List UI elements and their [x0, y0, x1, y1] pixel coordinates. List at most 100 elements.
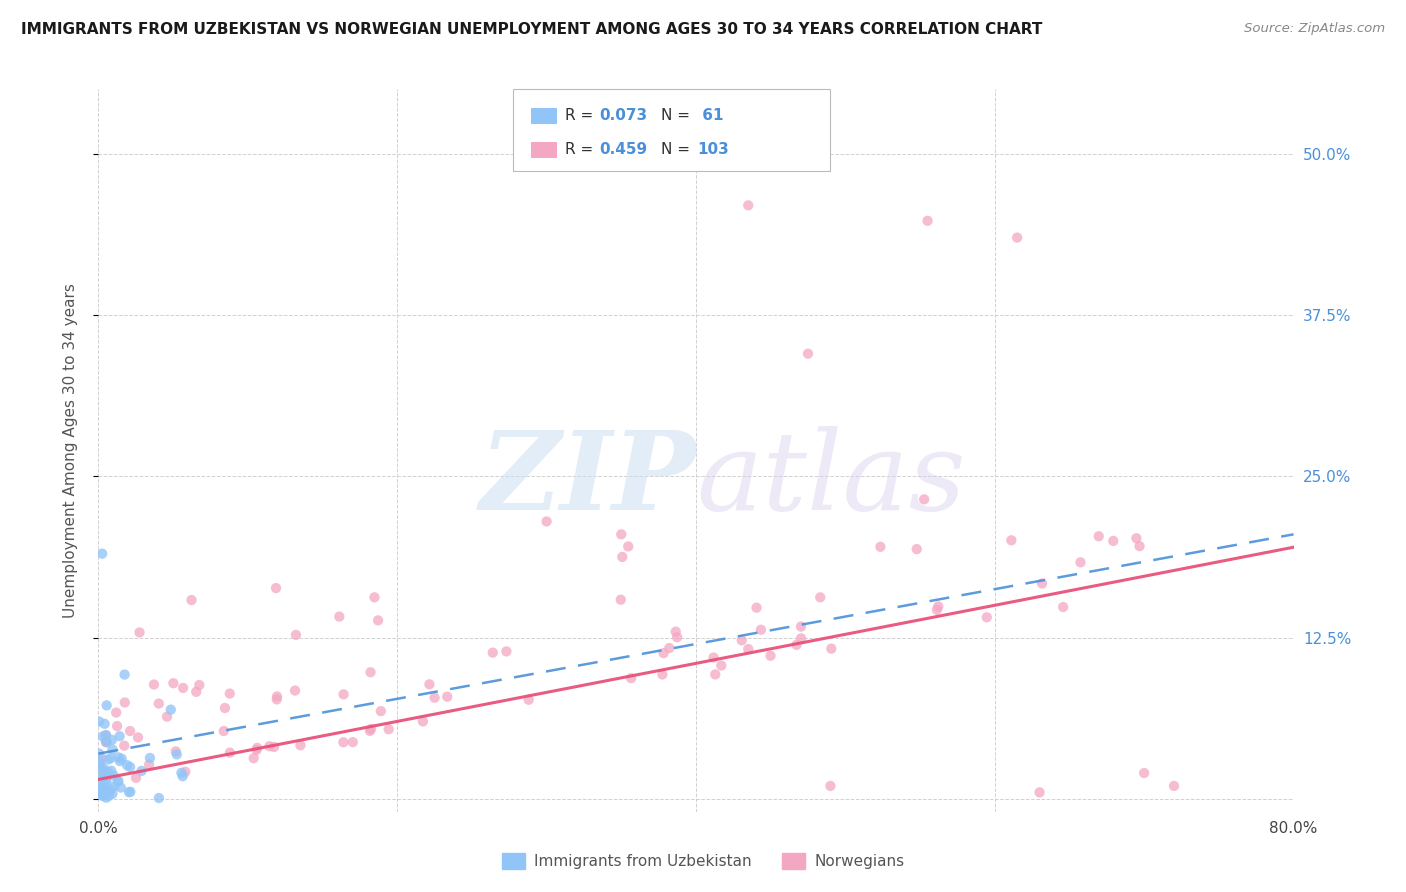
Point	[651, 667, 673, 681]
Point	[93, 789, 115, 803]
Point	[710, 658, 733, 673]
Point	[91, 730, 114, 744]
Point	[820, 779, 842, 793]
Point	[128, 625, 150, 640]
Legend: Immigrants from Uzbekistan, Norwegians: Immigrants from Uzbekistan, Norwegians	[496, 847, 910, 875]
Point	[89, 747, 111, 761]
Point	[1125, 531, 1147, 545]
Point	[166, 747, 188, 762]
Point	[1102, 533, 1125, 548]
Point	[284, 683, 307, 698]
Point	[332, 687, 354, 701]
Point	[786, 638, 808, 652]
Point	[94, 728, 117, 742]
Point	[89, 770, 111, 784]
Point	[174, 764, 197, 779]
Point	[332, 735, 354, 749]
Point	[790, 632, 813, 646]
Point	[96, 790, 118, 805]
Point	[912, 492, 935, 507]
Point	[245, 743, 267, 757]
Point	[1005, 230, 1028, 244]
Point	[737, 198, 759, 212]
Point	[925, 603, 948, 617]
Point	[100, 764, 122, 778]
Point	[1133, 766, 1156, 780]
Point	[90, 782, 112, 797]
Point	[1128, 539, 1150, 553]
Point	[869, 540, 891, 554]
Point	[731, 633, 754, 648]
Point	[108, 754, 131, 768]
Point	[1028, 785, 1050, 799]
Point	[495, 644, 517, 658]
Point	[148, 697, 170, 711]
Text: 61: 61	[697, 109, 724, 123]
Point	[118, 785, 141, 799]
Point	[97, 789, 120, 803]
Point	[212, 724, 235, 739]
Point	[284, 628, 307, 642]
Point	[704, 667, 727, 681]
Point	[139, 751, 162, 765]
Point	[1070, 555, 1092, 569]
Point	[159, 703, 181, 717]
Point	[927, 599, 949, 614]
Point	[103, 768, 125, 782]
Point	[745, 600, 768, 615]
Point	[89, 782, 111, 797]
Text: 0.073: 0.073	[599, 109, 647, 123]
Text: ZIP: ZIP	[479, 425, 696, 533]
Point	[1087, 529, 1109, 543]
Point	[259, 739, 281, 754]
Point	[105, 706, 128, 720]
Point	[89, 787, 111, 801]
Point	[620, 671, 643, 685]
Point	[111, 752, 134, 766]
Point	[749, 623, 772, 637]
Text: 103: 103	[697, 143, 730, 157]
Point	[186, 685, 208, 699]
Point	[93, 781, 115, 796]
Point	[148, 791, 170, 805]
Point	[610, 592, 633, 607]
Point	[89, 754, 111, 768]
Point	[412, 714, 434, 729]
Point	[377, 723, 399, 737]
Point	[797, 347, 820, 361]
Point	[120, 724, 142, 739]
Point	[94, 728, 117, 742]
Point	[1163, 779, 1185, 793]
Point	[91, 751, 114, 765]
Point	[652, 646, 675, 660]
Point	[100, 751, 122, 765]
Point	[103, 780, 125, 794]
Point	[536, 515, 558, 529]
Point	[905, 542, 928, 557]
Point	[666, 630, 689, 644]
Point	[107, 750, 129, 764]
Point	[142, 677, 165, 691]
Point	[436, 690, 458, 704]
Point	[90, 759, 112, 773]
Point	[1000, 533, 1022, 548]
Point	[162, 676, 184, 690]
Point	[107, 774, 129, 789]
Point	[702, 650, 724, 665]
Point	[165, 744, 187, 758]
Point	[101, 742, 124, 756]
Point	[423, 690, 446, 705]
Text: Source: ZipAtlas.com: Source: ZipAtlas.com	[1244, 22, 1385, 36]
Point	[89, 759, 111, 773]
Point	[617, 540, 640, 554]
Text: 0.459: 0.459	[599, 143, 647, 157]
Point	[658, 641, 681, 656]
Point	[820, 641, 842, 656]
Point	[214, 701, 236, 715]
Point	[188, 678, 211, 692]
Point	[1052, 600, 1074, 615]
Point	[759, 648, 782, 663]
Point	[370, 704, 392, 718]
Point	[180, 593, 202, 607]
Text: IMMIGRANTS FROM UZBEKISTAN VS NORWEGIAN UNEMPLOYMENT AMONG AGES 30 TO 34 YEARS C: IMMIGRANTS FROM UZBEKISTAN VS NORWEGIAN …	[21, 22, 1042, 37]
